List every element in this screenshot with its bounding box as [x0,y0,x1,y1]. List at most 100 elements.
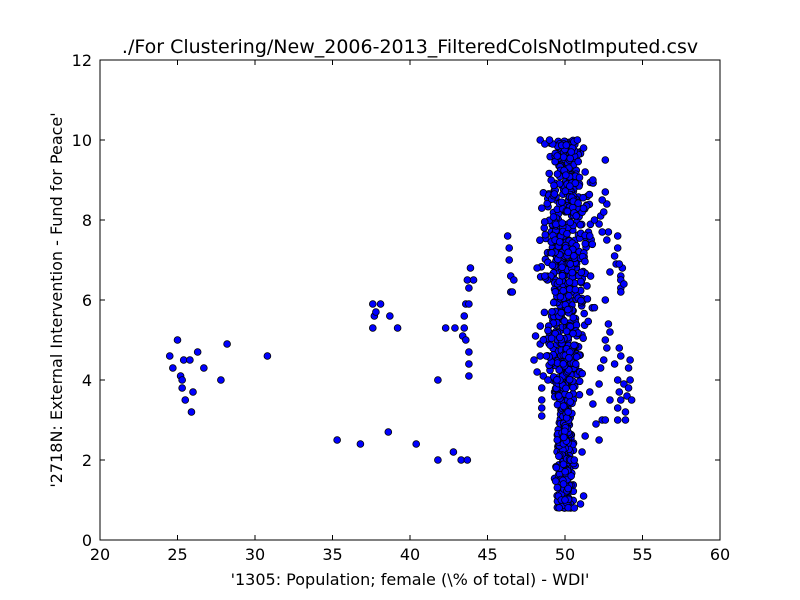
scatter-point [572,360,580,368]
scatter-point [585,388,594,396]
scatter-point [613,376,622,384]
x-tick-label: 25 [167,545,187,564]
scatter-point [461,336,470,344]
scatter-point [465,284,473,292]
scatter-point [460,312,469,320]
scatter-point [575,390,584,399]
y-tick-label: 2 [82,451,92,470]
y-tick-label: 12 [72,51,92,70]
scatter-point [599,356,608,364]
x-tick-label: 50 [555,545,575,564]
scatter-point [465,360,473,368]
scatter-point [386,312,394,320]
scatter-point [537,384,546,392]
scatter-point [578,369,587,378]
scatter-point [589,400,597,408]
scatter-point [555,452,563,461]
scatter-point [559,360,568,368]
scatter-point [559,402,568,410]
scatter-point [531,332,540,340]
scatter-point [463,276,472,284]
scatter-point [179,356,188,364]
scatter-point [187,408,196,416]
scatter-point [552,463,561,472]
scatter-point [626,356,634,364]
scatter-point [570,341,578,350]
x-tick-label: 40 [400,545,420,564]
scatter-point [560,317,569,325]
scatter-point [603,344,611,352]
scatter-point [584,317,593,326]
scatter-point [173,336,182,344]
scatter-point [563,207,572,216]
scatter-point [588,240,597,249]
scatter-point [223,340,231,348]
scatter-point [599,208,608,216]
x-tick-label: 45 [477,545,497,564]
scatter-point [604,228,613,236]
scatter-point [549,298,558,307]
scatter-point [624,384,633,392]
y-tick-label: 6 [82,291,92,310]
scatter-point [178,384,186,392]
scatter-point [460,324,469,332]
scatter-point [565,292,573,300]
scatter-point [606,396,614,404]
y-tick-label: 0 [82,531,92,550]
x-tick-label: 35 [322,545,342,564]
scatter-point [368,300,377,308]
scatter-point [561,496,569,504]
x-tick-label: 55 [632,545,652,564]
scatter-point [537,396,546,404]
scatter-point [551,288,560,296]
scatter-point [441,324,450,332]
scatter-point [569,329,577,338]
scatter-point [549,213,558,221]
scatter-point [562,384,570,393]
scatter-point [615,260,624,268]
scatter-point [559,286,568,295]
scatter-point [585,190,594,199]
scatter-point [186,356,194,364]
scatter-point [604,320,613,328]
scatter-point [565,391,573,400]
scatter-point [601,336,610,344]
scatter-point [564,305,572,314]
scatter-point [555,366,563,374]
scatter-point [598,196,606,204]
scatter-point [577,296,585,305]
scatter-point [601,188,610,196]
scatter-point [589,176,597,184]
scatter-point [603,236,611,244]
scatter-point [508,288,517,296]
scatter-point [562,327,571,336]
scatter-point [376,300,385,308]
scatter-point [565,375,574,384]
scatter-point [556,333,564,342]
scatter-point [616,352,625,360]
scatter-point [596,364,605,372]
scatter-point [586,272,595,280]
scatter-point [533,368,541,376]
scatter-point [580,309,588,318]
scatter-point [384,428,393,436]
scatter-point [558,271,567,280]
scatter-point [503,232,512,240]
scatter-point [469,276,478,284]
scatter-point [601,296,610,304]
scatter-point [579,204,588,213]
data-points [165,136,636,512]
scatter-point [200,364,208,372]
chart-title: ./For Clustering/New_2006-2013_FilteredC… [122,36,698,58]
scatter-point [505,244,514,252]
scatter-point [579,193,587,202]
scatter-point [613,244,622,252]
scatter-point [555,238,564,246]
scatter-point [581,168,589,176]
y-tick-label: 8 [82,211,92,230]
scatter-point [564,484,572,493]
scatter-point [566,260,575,268]
scatter-point [530,356,538,364]
scatter-point [510,276,518,284]
scatter-point [169,364,177,372]
